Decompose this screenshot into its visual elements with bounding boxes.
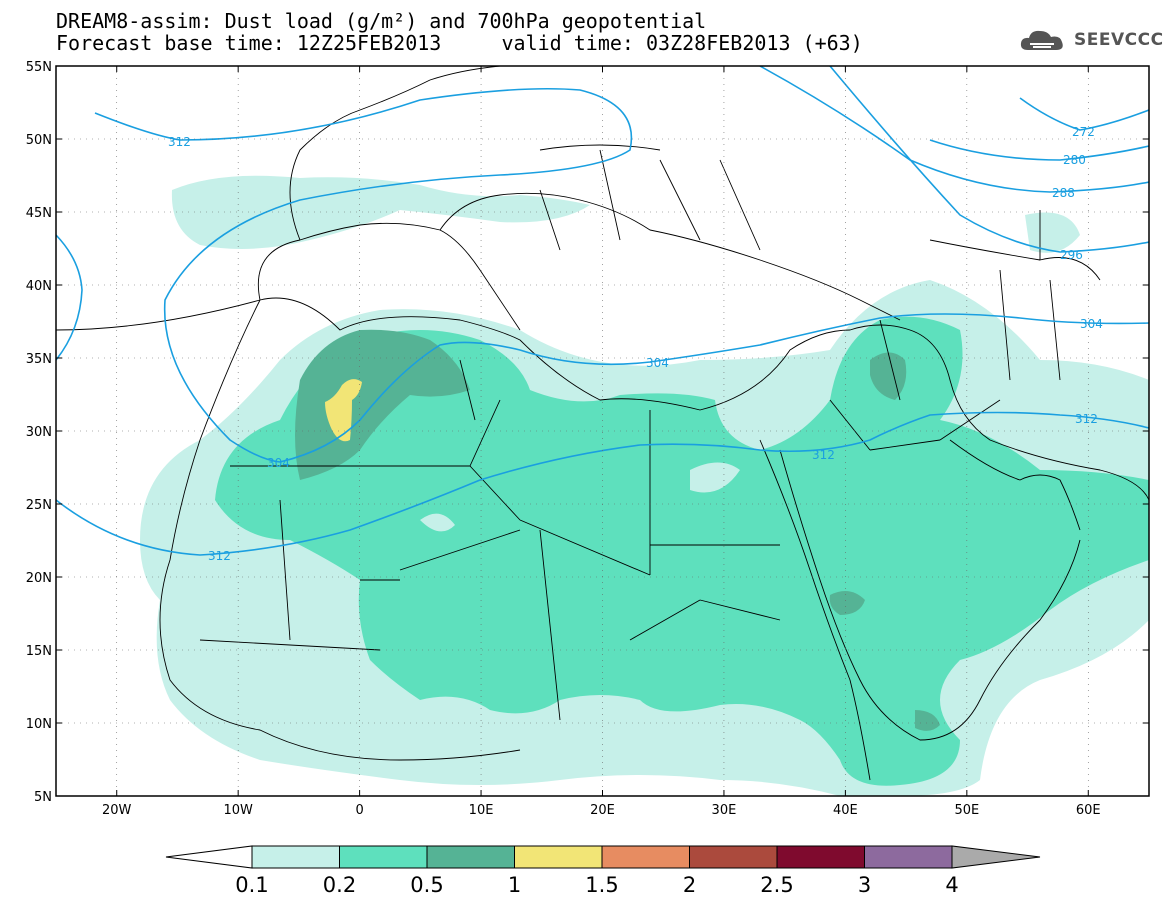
lat-tick-label: 45N [26,206,52,221]
map-title: DREAM8-assim: Dust load (g/m²) and 700hP… [56,9,707,33]
lon-tick-label: 60E [1076,803,1101,818]
lon-tick-label: 30E [712,803,737,818]
lon-tick-label: 10E [469,803,494,818]
lat-tick-label: 10N [26,717,52,732]
colorbar-label: 0.1 [235,873,268,897]
logo-text: SEEVCCC [1074,30,1164,50]
contour-label: 272 [1072,125,1095,139]
contour-label: 304 [1080,317,1103,331]
colorbar-label: 1.5 [585,873,618,897]
colorbar-swatch [514,845,603,869]
lat-tick-label: 35N [26,352,52,367]
colorbar-label: 2 [683,873,696,897]
lat-tick-label: 15N [26,644,52,659]
contour-label: 304 [646,356,669,370]
lon-tick-label: 20W [102,803,132,818]
lat-tick-label: 5N [34,790,52,805]
colorbar-swatch [776,845,865,869]
colorbar-label: 2.5 [760,873,793,897]
colorbar-swatch [339,845,428,869]
graticule [56,66,1149,796]
colorbar-label: 4 [945,873,958,897]
cloud-icon [1020,30,1063,50]
colorbar: 0.1 0.2 0.5 1 1.5 2 2.5 3 4 [165,845,1041,897]
contour-label: 312 [168,135,191,149]
seevccc-logo: SEEVCCC [1018,26,1164,54]
contour-label: 304 [267,456,290,470]
colorbar-label: 0.5 [410,873,443,897]
colorbar-swatch [864,845,953,869]
lat-tick-label: 20N [26,571,52,586]
lat-tick-label: 30N [26,425,52,440]
contour-label: 280 [1063,153,1086,167]
lon-tick-label: 0 [355,803,363,818]
map-subtitle: Forecast base time: 12Z25FEB2013 valid t… [56,31,863,55]
colorbar-low-arrow [165,845,253,869]
lat-tick-label: 40N [26,279,52,294]
colorbar-label: 0.2 [323,873,356,897]
colorbar-swatch [426,845,515,869]
lat-tick-label: 50N [26,133,52,148]
lat-tick-label: 55N [26,60,52,75]
lon-tick-label: 50E [954,803,979,818]
contour-labels: 312 272 280 288 296 304 304 304 312 312 … [168,125,1103,563]
contour-label: 288 [1052,186,1075,200]
geopotential-contours [56,66,1149,556]
colorbar-label: 1 [508,873,521,897]
colorbar-swatch [251,845,340,869]
colorbar-swatch [601,845,690,869]
coastlines [56,66,1149,781]
lon-tick-label: 40E [833,803,858,818]
colorbar-high-arrow [951,845,1041,869]
contour-label: 312 [812,448,835,462]
lat-tick-label: 25N [26,498,52,513]
contour-label: 296 [1060,248,1083,262]
colorbar-swatch [689,845,778,869]
axis-ticks: 20W 10W 0 10E 20E 30E 40E 50E 60E 55N 50N 45N 40N 35N… [26,60,1149,818]
colorbar-label: 3 [858,873,871,897]
lon-tick-label: 20E [590,803,615,818]
lon-tick-label: 10W [223,803,253,818]
dust-load-shading [140,175,1149,796]
contour-label: 312 [208,549,231,563]
contour-label: 312 [1075,412,1098,426]
